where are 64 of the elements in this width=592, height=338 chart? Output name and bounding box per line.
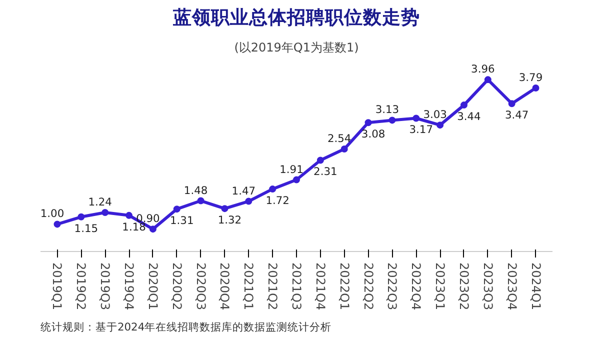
point — [508, 100, 516, 108]
point — [460, 102, 468, 109]
point — [221, 205, 228, 212]
point — [197, 197, 204, 204]
x-tick-label: 2020Q2 — [170, 262, 184, 310]
point — [364, 119, 372, 126]
data-label: 3.17 — [409, 123, 433, 136]
x-tick-label: 2019Q3 — [98, 262, 112, 310]
data-label: 1.31 — [170, 214, 194, 228]
point — [269, 186, 276, 193]
x-tick-label: 2020Q4 — [218, 262, 232, 310]
point — [532, 84, 540, 92]
data-label: 1.72 — [266, 194, 290, 208]
point — [293, 176, 300, 184]
point — [78, 213, 85, 220]
data-label: 3.13 — [375, 103, 400, 116]
data-label: 1.48 — [184, 184, 208, 197]
data-label: 1.91 — [280, 162, 304, 176]
data-label: 3.03 — [423, 108, 447, 122]
data-label: 2.54 — [327, 132, 352, 146]
point — [102, 208, 109, 216]
point — [412, 114, 420, 122]
data-label: 1.00 — [40, 207, 64, 220]
x-tick-label: 2021Q4 — [313, 262, 328, 310]
x-tick-label: 2022Q4 — [409, 262, 424, 310]
chart-subtitle: (以2019年Q1为基数1) — [234, 40, 359, 54]
x-tick-label: 2022Q2 — [361, 262, 376, 310]
point — [54, 220, 61, 228]
x-tick-label: 2021Q3 — [290, 262, 304, 310]
data-label: 3.79 — [518, 70, 543, 84]
point — [173, 206, 180, 213]
data-label: 3.47 — [504, 108, 529, 122]
x-tick-label: 2019Q1 — [50, 262, 64, 310]
x-tick-label: 2022Q3 — [385, 262, 400, 310]
x-tick-label: 2024Q1 — [528, 262, 543, 310]
x-tick-label: 2020Q1 — [146, 262, 160, 310]
chart-title: 蓝领职业总体招聘职位数走势 — [172, 6, 420, 28]
x-tick-label: 2019Q2 — [74, 262, 88, 310]
point — [316, 156, 324, 164]
data-label: 3.44 — [457, 110, 482, 124]
x-tick-label: 2023Q4 — [504, 262, 519, 310]
data-label: 1.32 — [218, 214, 242, 227]
x-tick-label: 2022Q1 — [337, 262, 352, 310]
x-tick-label: 2020Q3 — [194, 262, 208, 310]
x-tick-label: 2023Q2 — [456, 262, 471, 310]
x-tick-label: 2023Q1 — [433, 262, 448, 310]
point — [245, 198, 252, 205]
point — [149, 226, 156, 233]
point — [340, 146, 348, 152]
data-label: 1.24 — [88, 195, 112, 208]
point — [126, 212, 133, 219]
data-label: 3.08 — [361, 128, 386, 141]
point — [436, 122, 444, 129]
data-label: 1.47 — [232, 184, 256, 198]
x-tick-label: 2023Q3 — [480, 262, 495, 310]
x-tick-label: 2019Q4 — [122, 262, 136, 310]
text: 统计规则：基于2024年在线招聘数据库的数据监测统计分析 — [40, 320, 332, 334]
x-tick-label: 2021Q2 — [266, 262, 280, 310]
point — [388, 116, 396, 124]
data-label: 3.96 — [471, 62, 495, 76]
x-tick-label: 2021Q1 — [242, 262, 256, 310]
data-label: 2.31 — [314, 165, 338, 178]
data-label: 1.15 — [74, 222, 98, 235]
point — [484, 76, 492, 84]
